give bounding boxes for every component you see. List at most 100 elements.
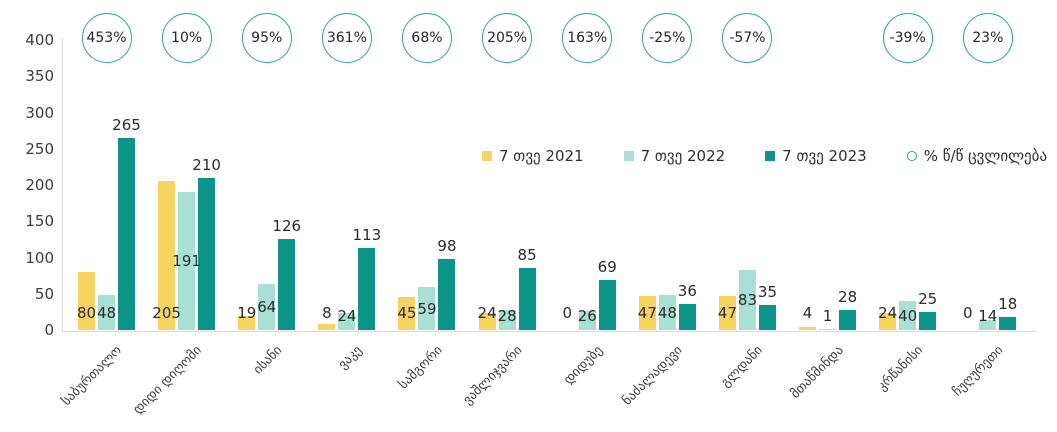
legend-item-1[interactable]: 7 თვე 2021 [482, 147, 584, 165]
bar-7-თვე-2022-11[interactable] [899, 301, 917, 330]
value-label: 0 [963, 304, 973, 322]
value-label: 24 [878, 304, 898, 322]
value-label: 4 [802, 304, 813, 322]
bar-7-თვე-2023-4[interactable] [358, 248, 376, 330]
value-label: 24 [337, 307, 357, 325]
legend-swatch-icon [482, 151, 492, 161]
bar-7-თვე-2023-3[interactable] [278, 238, 296, 330]
legend-swatch-icon [623, 151, 634, 161]
x-axis-label: დიდუბე [561, 343, 606, 388]
y-axis-tick-label: 150 [25, 212, 54, 231]
bar-7-თვე-2023-8[interactable] [678, 303, 696, 330]
pct-change-circle: 23% [962, 13, 1013, 63]
x-axis-label: კრწანისი [875, 343, 927, 395]
legend-item-2[interactable]: 7 თვე 2022 [623, 147, 726, 165]
x-axis-label: მთაწმინდა [787, 343, 847, 402]
pct-change-circle: 453% [81, 13, 132, 63]
legend-item-pct-change[interactable]: % წ/წ ცვლილება [906, 147, 1048, 165]
bar-7-თვე-2022-3[interactable] [258, 283, 276, 330]
bar-7-თვე-2022-10[interactable] [819, 329, 837, 330]
bar-7-თვე-2023-6[interactable] [518, 268, 536, 330]
bar-7-თვე-2021-5[interactable] [398, 297, 416, 330]
value-label: 265 [112, 115, 141, 134]
value-label: 28 [497, 307, 517, 325]
bar-7-თვე-2023-12[interactable] [999, 316, 1017, 330]
bar-7-თვე-2023-1[interactable] [118, 137, 135, 330]
value-label: 28 [838, 287, 858, 306]
pct-change-circle: 205% [482, 13, 533, 63]
bar-7-თვე-2021-1[interactable] [78, 272, 95, 330]
pct-change-circle: -39% [882, 13, 933, 63]
pct-change-circle: -25% [642, 13, 693, 63]
value-label: 191 [172, 251, 201, 270]
legend-swatch-icon [765, 151, 776, 161]
y-axis-tick-label: 300 [25, 103, 54, 122]
legend-label: % წ/წ ცვლილება [923, 147, 1048, 165]
legend-label: 7 თვე 2021 [499, 147, 584, 165]
value-label: 1 [822, 307, 833, 325]
legend-label: 7 თვე 2022 [640, 147, 726, 165]
bar-7-თვე-2022-5[interactable] [418, 287, 436, 330]
bar-7-თვე-2023-7[interactable] [598, 279, 616, 330]
value-label: 35 [757, 282, 777, 301]
value-label: 18 [998, 294, 1018, 313]
value-label: 113 [352, 226, 382, 245]
x-axis-label: ვაშლიჯვარი [460, 343, 526, 408]
value-label: 8 [322, 304, 332, 322]
bar-7-თვე-2023-11[interactable] [919, 311, 937, 330]
bar-7-თვე-2022-9[interactable] [738, 269, 756, 330]
x-axis-label: დიდი დიღომი [130, 343, 206, 418]
bar-7-თვე-2021-3[interactable] [238, 316, 256, 330]
value-label: 59 [417, 299, 437, 318]
value-label: 47 [717, 304, 737, 322]
value-label: 19 [237, 304, 257, 322]
plot-area [62, 38, 1037, 332]
value-label: 83 [737, 290, 757, 309]
bar-7-თვე-2023-10[interactable] [839, 309, 857, 330]
y-axis-tick-label: 200 [25, 176, 54, 194]
legend-label: 7 თვე 2023 [782, 147, 867, 165]
bar-7-თვე-2023-9[interactable] [758, 304, 776, 330]
pct-change-circle: 68% [401, 13, 452, 63]
bar-7-თვე-2022-7[interactable] [578, 311, 596, 330]
bar-7-თვე-2021-11[interactable] [879, 312, 897, 330]
x-axis-label: ისანი [250, 343, 286, 378]
bar-7-თვე-2021-4[interactable] [318, 324, 336, 330]
value-label: 0 [562, 304, 572, 322]
bar-7-თვე-2021-10[interactable] [799, 327, 817, 330]
bar-7-თვე-2021-2[interactable] [158, 181, 176, 330]
value-label: 205 [152, 304, 181, 322]
y-axis-tick-label: 250 [25, 139, 54, 158]
value-label: 85 [517, 246, 537, 265]
x-axis-label: გლდანი [718, 343, 767, 391]
value-label: 64 [257, 297, 277, 316]
bar-7-თვე-2022-8[interactable] [658, 295, 676, 330]
x-axis-label: ნაძალადევი [620, 343, 686, 409]
y-axis-tick-label: 0 [44, 321, 54, 339]
value-label: 14 [978, 307, 998, 325]
bar-7-თვე-2023-5[interactable] [438, 258, 456, 330]
bar-7-თვე-2021-6[interactable] [478, 312, 496, 330]
pct-change-circle: -57% [722, 13, 773, 63]
pct-change-circle: 10% [161, 13, 212, 63]
y-axis-tick-label: 100 [25, 248, 54, 267]
bar-7-თვე-2021-9[interactable] [718, 295, 736, 330]
circle-outline-icon [906, 151, 917, 161]
bar-7-თვე-2023-2[interactable] [198, 177, 216, 330]
y-axis-tick-label: 50 [34, 284, 54, 303]
x-axis-label: ჩუღურეთი [950, 343, 1007, 400]
legend-item-3[interactable]: 7 თვე 2023 [765, 147, 867, 165]
bar-7-თვე-2022-6[interactable] [498, 309, 516, 330]
value-label: 24 [477, 304, 497, 322]
bar-7-თვე-2022-12[interactable] [979, 319, 997, 330]
legend: 7 თვე 2021 7 თვე 2022 7 თვე 2023 % წ/წ ცვლი… [482, 147, 1047, 165]
pct-change-circle: 361% [321, 13, 372, 63]
bar-7-თვე-2021-8[interactable] [638, 295, 656, 330]
value-label: 47 [637, 304, 657, 322]
bar-7-თვე-2022-1[interactable] [98, 295, 115, 330]
bar-7-თვე-2022-4[interactable] [338, 312, 356, 330]
y-axis-tick-label: 350 [25, 67, 54, 86]
x-axis-label: ვაკე [336, 343, 366, 373]
bar-7-თვე-2022-2[interactable] [178, 191, 196, 330]
